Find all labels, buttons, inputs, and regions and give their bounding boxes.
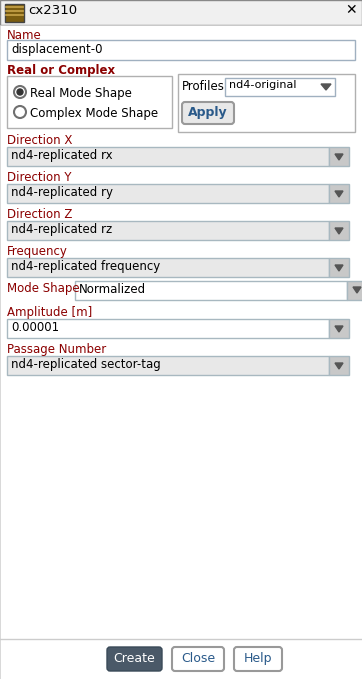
Bar	[329, 147, 349, 166]
Text: Apply: Apply	[188, 106, 228, 119]
Bar	[178, 74, 355, 132]
Text: displacement-0: displacement-0	[11, 43, 102, 56]
Text: Close: Close	[181, 652, 215, 665]
Bar	[7, 258, 329, 277]
Text: nd4-replicated sector-tag: nd4-replicated sector-tag	[11, 358, 161, 371]
FancyBboxPatch shape	[107, 647, 162, 671]
Bar	[329, 356, 349, 375]
Bar	[7, 76, 172, 128]
Text: nd4-replicated rx: nd4-replicated rx	[11, 149, 113, 162]
Text: nd4-replicated rz: nd4-replicated rz	[11, 223, 112, 236]
Text: nd4-replicated frequency: nd4-replicated frequency	[11, 260, 160, 273]
Text: Name: Name	[7, 29, 42, 42]
Polygon shape	[335, 326, 343, 332]
Bar	[5, 4, 24, 22]
Polygon shape	[335, 154, 343, 160]
Bar	[225, 78, 335, 96]
Bar	[329, 258, 349, 277]
Bar	[329, 184, 349, 203]
Text: Normalized: Normalized	[79, 283, 146, 296]
Text: Amplitude [m]: Amplitude [m]	[7, 306, 92, 319]
Bar	[75, 281, 347, 300]
Bar	[7, 221, 329, 240]
Text: Passage Number: Passage Number	[7, 343, 106, 356]
Text: Real or Complex: Real or Complex	[7, 64, 115, 77]
Text: ✕: ✕	[345, 3, 357, 17]
FancyBboxPatch shape	[234, 647, 282, 671]
Polygon shape	[321, 84, 331, 90]
Bar	[7, 147, 329, 166]
Bar	[0, 0, 362, 25]
Bar	[329, 221, 349, 240]
Text: Frequency: Frequency	[7, 245, 68, 258]
Text: Real Mode Shape: Real Mode Shape	[30, 87, 132, 100]
Bar	[7, 184, 329, 203]
Polygon shape	[335, 363, 343, 369]
Bar	[347, 281, 362, 300]
Text: Mode Shape: Mode Shape	[7, 282, 80, 295]
FancyBboxPatch shape	[182, 102, 234, 124]
Text: 0.00001: 0.00001	[11, 321, 59, 334]
Circle shape	[14, 86, 26, 98]
Text: Direction Y: Direction Y	[7, 171, 72, 184]
Bar	[7, 40, 355, 60]
Bar	[7, 356, 329, 375]
Text: nd4-original: nd4-original	[229, 80, 296, 90]
Text: Help: Help	[244, 652, 272, 665]
Text: Complex Mode Shape: Complex Mode Shape	[30, 107, 158, 120]
Polygon shape	[353, 287, 361, 293]
Bar	[329, 319, 349, 338]
Circle shape	[17, 89, 23, 95]
Bar	[7, 319, 329, 338]
Text: cx2310: cx2310	[28, 4, 77, 17]
Text: Direction Z: Direction Z	[7, 208, 72, 221]
Polygon shape	[335, 265, 343, 271]
Text: Direction X: Direction X	[7, 134, 72, 147]
Text: Create: Create	[113, 652, 155, 665]
Polygon shape	[335, 228, 343, 234]
FancyBboxPatch shape	[172, 647, 224, 671]
Text: Profiles: Profiles	[182, 80, 225, 93]
Circle shape	[14, 106, 26, 118]
Text: nd4-replicated ry: nd4-replicated ry	[11, 186, 113, 199]
Polygon shape	[335, 191, 343, 197]
